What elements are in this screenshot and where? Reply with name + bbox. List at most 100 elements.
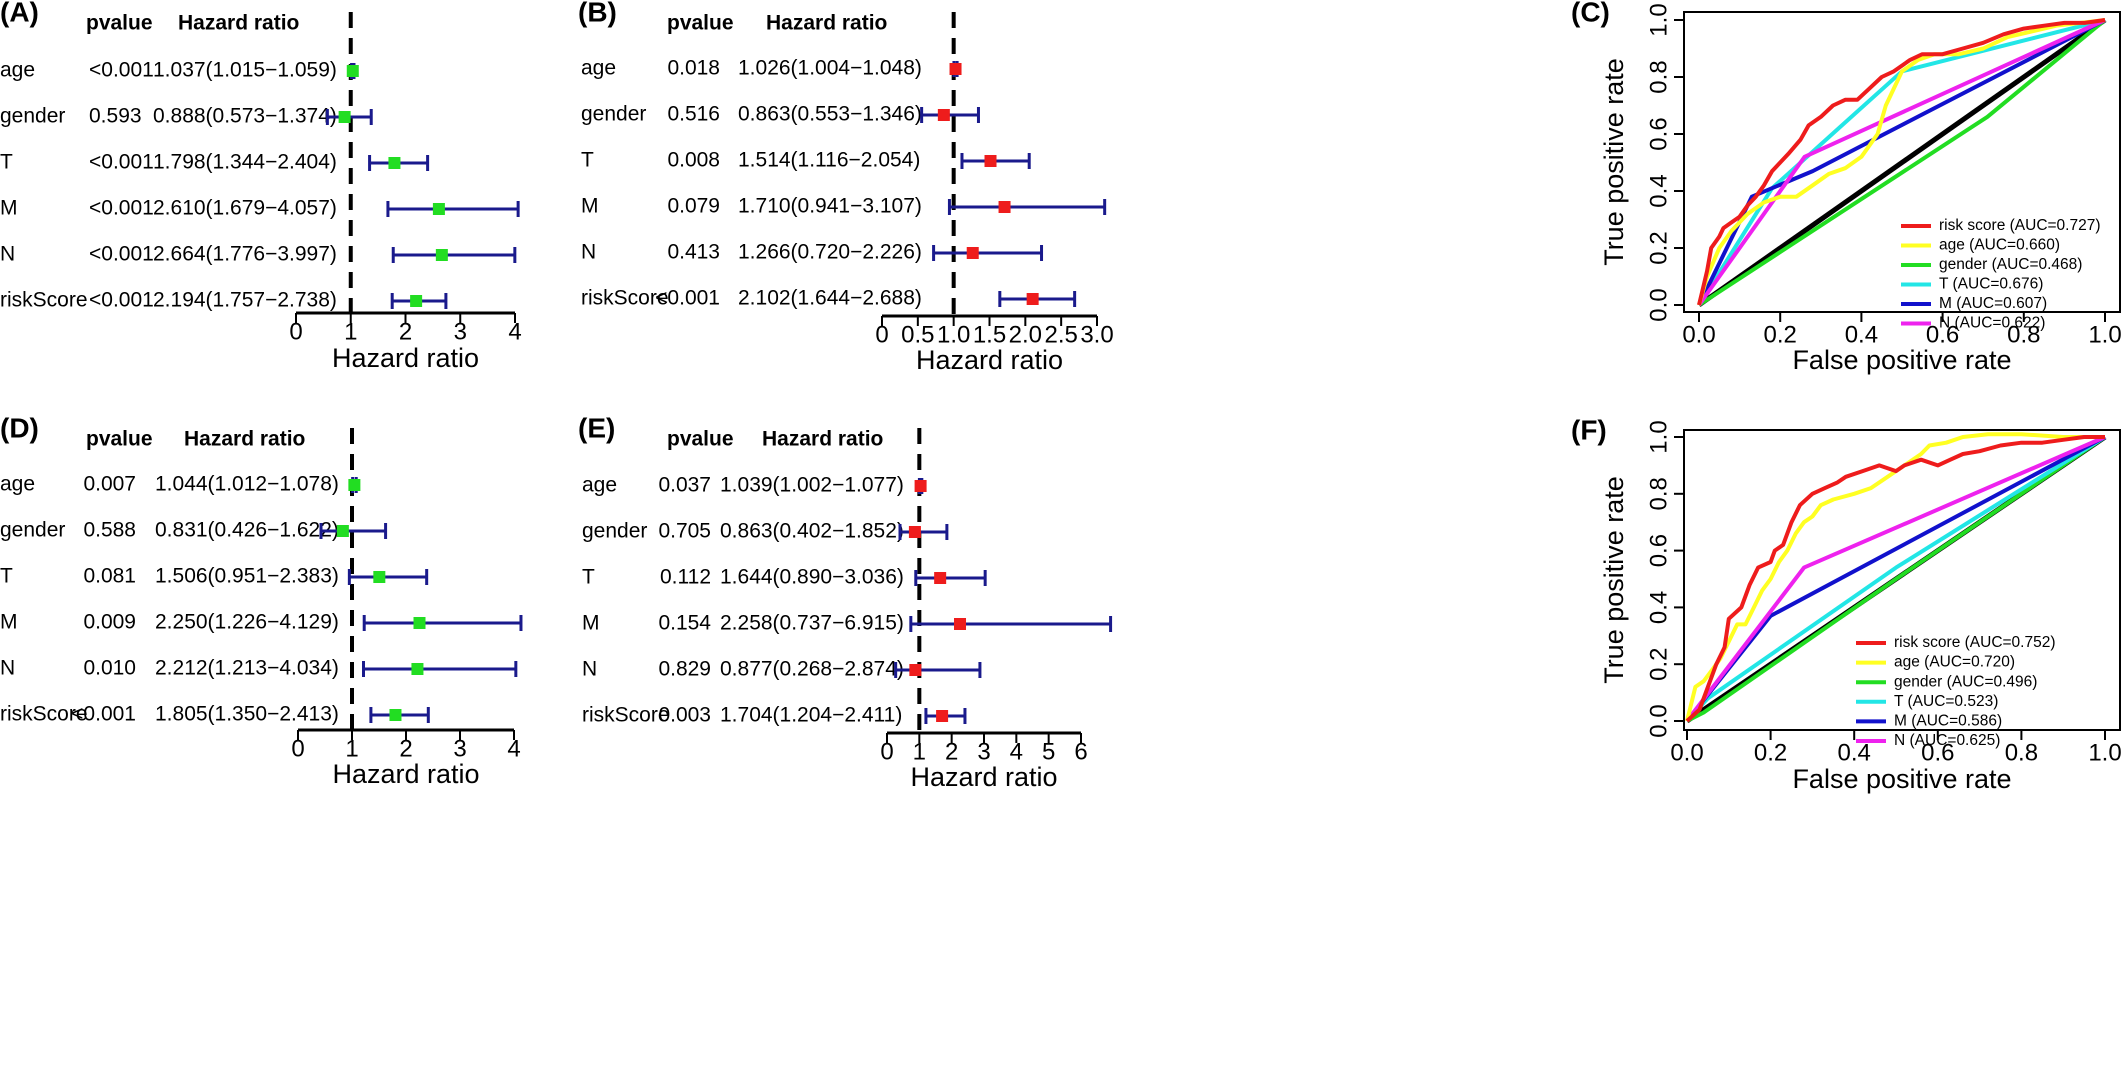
legend-label: gender (AUC=0.468) bbox=[1939, 256, 2082, 273]
x-axis-label: False positive rate bbox=[1792, 345, 2011, 375]
x-tick-label: 1 bbox=[913, 738, 926, 765]
hr-point-gender bbox=[908, 526, 921, 538]
row-hr-text-age: 1.044(1.012−1.078) bbox=[155, 473, 339, 496]
row-label-riskscore: riskScore bbox=[581, 287, 669, 310]
row-hr-text-age: 1.037(1.015−1.059) bbox=[153, 59, 337, 82]
roc-panel-f: (F) 0.00.0 0.2 0.2 0.4 0.4 0.6 0.6 0.8 0.8 1.0 1.0 F… bbox=[1571, 414, 2122, 794]
row-label-age: age bbox=[582, 474, 617, 497]
panel-label: (A) bbox=[0, 0, 39, 27]
pvalue-header: pvalue bbox=[86, 428, 153, 451]
legend-label: age (AUC=0.660) bbox=[1939, 237, 2060, 254]
row-label-m: M bbox=[0, 611, 18, 634]
x-tick-label: 1.0 bbox=[2088, 739, 2121, 766]
row-label-m: M bbox=[582, 612, 600, 635]
y-axis-label: True positive rate bbox=[1599, 58, 1629, 266]
x-tick-label: 0.2 bbox=[1754, 739, 1787, 766]
hr-point-n bbox=[966, 247, 979, 259]
pvalue-header: pvalue bbox=[667, 12, 734, 35]
x-tick-label: 0 bbox=[880, 738, 893, 765]
row-pvalue-n: 0.829 bbox=[658, 658, 711, 681]
hr-point-riskscore bbox=[410, 295, 423, 307]
row-hr-text-t: 1.514(1.116−2.054) bbox=[738, 149, 920, 172]
row-label-t: T bbox=[582, 566, 595, 589]
y-tick-label: 1.0 bbox=[1645, 420, 1672, 453]
roc-curve-risk-score bbox=[1685, 435, 2105, 723]
x-tick-label: 1 bbox=[345, 735, 358, 762]
hr-point-t bbox=[934, 572, 947, 584]
row-label-n: N bbox=[582, 658, 597, 681]
x-axis-label: Hazard ratio bbox=[332, 343, 479, 373]
row-hr-text-t: 1.506(0.951−2.383) bbox=[155, 565, 339, 588]
diagonal-reference-line bbox=[1697, 17, 2107, 308]
x-tick-label: 1.5 bbox=[973, 321, 1006, 348]
x-tick-label: 4 bbox=[507, 735, 520, 762]
x-tick-label: 2.5 bbox=[1044, 321, 1077, 348]
row-label-n: N bbox=[0, 657, 15, 680]
row-label-riskscore: riskScore bbox=[0, 703, 88, 726]
x-axis-label: False positive rate bbox=[1792, 764, 2011, 794]
x-tick-label: 2 bbox=[945, 738, 958, 765]
y-axis-label: True positive rate bbox=[1599, 476, 1629, 684]
row-pvalue-age: 0.018 bbox=[667, 57, 720, 80]
x-tick-label: 3 bbox=[454, 318, 467, 345]
y-tick-label: 0.6 bbox=[1645, 117, 1672, 150]
row-label-m: M bbox=[581, 195, 599, 218]
legend-label: risk score (AUC=0.752) bbox=[1894, 634, 2056, 651]
roc-curve-m bbox=[1697, 18, 2106, 306]
row-pvalue-gender: 0.516 bbox=[667, 103, 720, 126]
row-pvalue-riskscore: <0.001 bbox=[655, 287, 720, 310]
x-axis-label: Hazard ratio bbox=[910, 762, 1057, 792]
panel-label: (D) bbox=[0, 412, 39, 443]
row-pvalue-n: 0.413 bbox=[667, 241, 720, 264]
legend-label: N (AUC=0.625) bbox=[1894, 732, 2000, 749]
roc-panel-c: (C) 0.0 0.0 0.2 0.2 0.4 0.4 0.6 0.6 0.8 0.8 1.0 1.0 F… bbox=[1571, 0, 2122, 375]
roc-curve-n bbox=[1697, 18, 2106, 307]
row-hr-text-n: 0.877(0.268−2.874) bbox=[720, 658, 904, 681]
row-pvalue-riskscore: <0.001 bbox=[71, 703, 136, 726]
x-tick-label: 0 bbox=[289, 318, 302, 345]
row-hr-text-riskscore: 1.704(1.204−2.411) bbox=[720, 704, 902, 727]
row-hr-text-m: 1.710(0.941−3.107) bbox=[738, 195, 922, 218]
roc-curve-age bbox=[1685, 432, 2105, 722]
hr-point-gender bbox=[338, 111, 351, 123]
row-pvalue-age: 0.007 bbox=[83, 473, 136, 496]
row-hr-text-n: 2.664(1.776−3.997) bbox=[153, 243, 337, 266]
y-tick-label: 0.4 bbox=[1645, 174, 1672, 207]
pvalue-header: pvalue bbox=[86, 12, 153, 35]
x-tick-label: 2.0 bbox=[1009, 321, 1042, 348]
legend-label: age (AUC=0.720) bbox=[1894, 654, 2015, 671]
row-hr-text-t: 1.644(0.890−3.036) bbox=[720, 566, 904, 589]
row-label-riskscore: riskScore bbox=[0, 289, 88, 312]
pvalue-header: pvalue bbox=[667, 428, 734, 451]
roc-curve-t bbox=[1697, 18, 2106, 307]
row-hr-text-gender: 0.863(0.553−1.346) bbox=[738, 103, 922, 126]
row-label-gender: gender bbox=[581, 103, 646, 126]
hr-point-m bbox=[998, 201, 1011, 213]
row-label-age: age bbox=[581, 57, 616, 80]
hr-point-age bbox=[346, 65, 359, 77]
x-tick-label: 3 bbox=[977, 738, 990, 765]
row-label-n: N bbox=[581, 241, 596, 264]
row-pvalue-t: 0.112 bbox=[660, 566, 711, 589]
row-pvalue-m: 0.154 bbox=[658, 612, 711, 635]
row-hr-text-riskscore: 2.194(1.757−2.738) bbox=[153, 289, 337, 312]
y-tick-label: 0.6 bbox=[1645, 534, 1672, 567]
x-axis-label: Hazard ratio bbox=[916, 345, 1063, 375]
x-tick-label: 3.0 bbox=[1080, 321, 1113, 348]
row-pvalue-n: <0.001 bbox=[89, 243, 154, 266]
row-label-m: M bbox=[0, 197, 18, 220]
row-pvalue-m: <0.001 bbox=[89, 197, 154, 220]
legend-label: T (AUC=0.676) bbox=[1939, 276, 2043, 293]
legend-label: T (AUC=0.523) bbox=[1894, 693, 1998, 710]
row-hr-text-gender: 0.863(0.402−1.852) bbox=[720, 520, 904, 543]
hr-point-m bbox=[432, 203, 445, 215]
roc-curve-risk-score bbox=[1697, 18, 2106, 306]
hr-point-t bbox=[388, 157, 401, 169]
x-tick-label: 1.0 bbox=[2088, 321, 2121, 348]
hr-point-riskscore bbox=[389, 709, 402, 721]
hr-point-age bbox=[949, 63, 962, 75]
plot-frame bbox=[1683, 11, 2121, 313]
row-label-t: T bbox=[581, 149, 594, 172]
hr-point-gender bbox=[937, 109, 950, 121]
